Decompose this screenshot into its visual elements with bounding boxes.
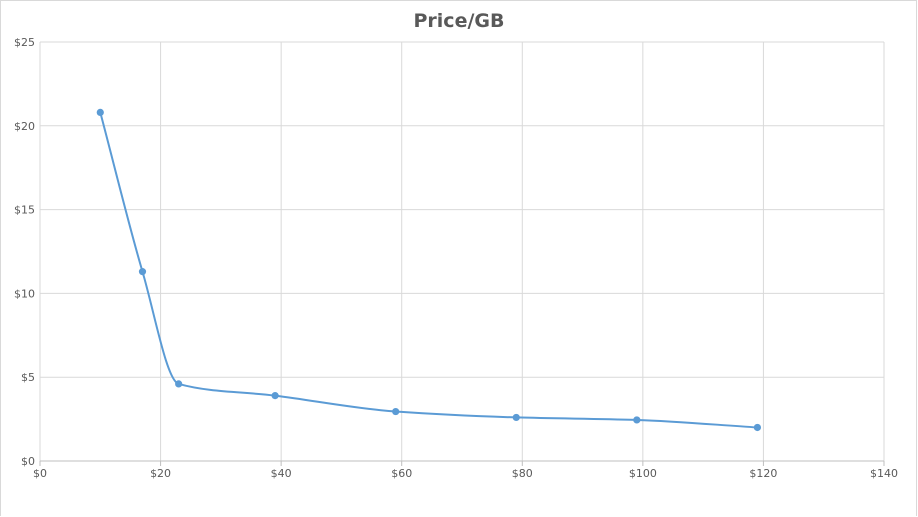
data-point	[512, 413, 520, 422]
x-tick-label: $60	[391, 467, 412, 480]
x-tick-label: $100	[629, 467, 657, 480]
series-points	[96, 108, 762, 432]
y-axis-labels: $0 $5 $10 $15 $20 $25	[14, 36, 35, 468]
y-tick-label: $20	[14, 120, 35, 133]
data-point	[633, 416, 641, 424]
data-point	[753, 423, 762, 432]
data-point	[96, 108, 104, 116]
data-point	[392, 407, 400, 416]
x-tick-label: $20	[150, 467, 171, 480]
grid-lines	[39, 41, 885, 466]
x-tick-label: $0	[33, 467, 47, 480]
x-tick-label: $140	[870, 467, 898, 480]
series-line	[99, 112, 758, 429]
data-point	[138, 268, 147, 276]
x-tick-label: $80	[512, 467, 533, 480]
y-tick-label: $15	[14, 204, 35, 217]
x-axis-labels: $0 $20 $40 $60 $80 $100 $120 $140	[33, 467, 898, 480]
data-point	[271, 392, 279, 400]
x-tick-label: $120	[749, 467, 777, 480]
y-tick-label: $10	[14, 287, 35, 300]
y-tick-label: $5	[21, 371, 35, 384]
y-tick-label: $0	[21, 455, 35, 468]
x-tick-label: $40	[271, 467, 292, 480]
y-tick-label: $25	[14, 36, 35, 49]
data-point	[175, 380, 183, 388]
chart-title: Price/GB	[413, 10, 505, 32]
